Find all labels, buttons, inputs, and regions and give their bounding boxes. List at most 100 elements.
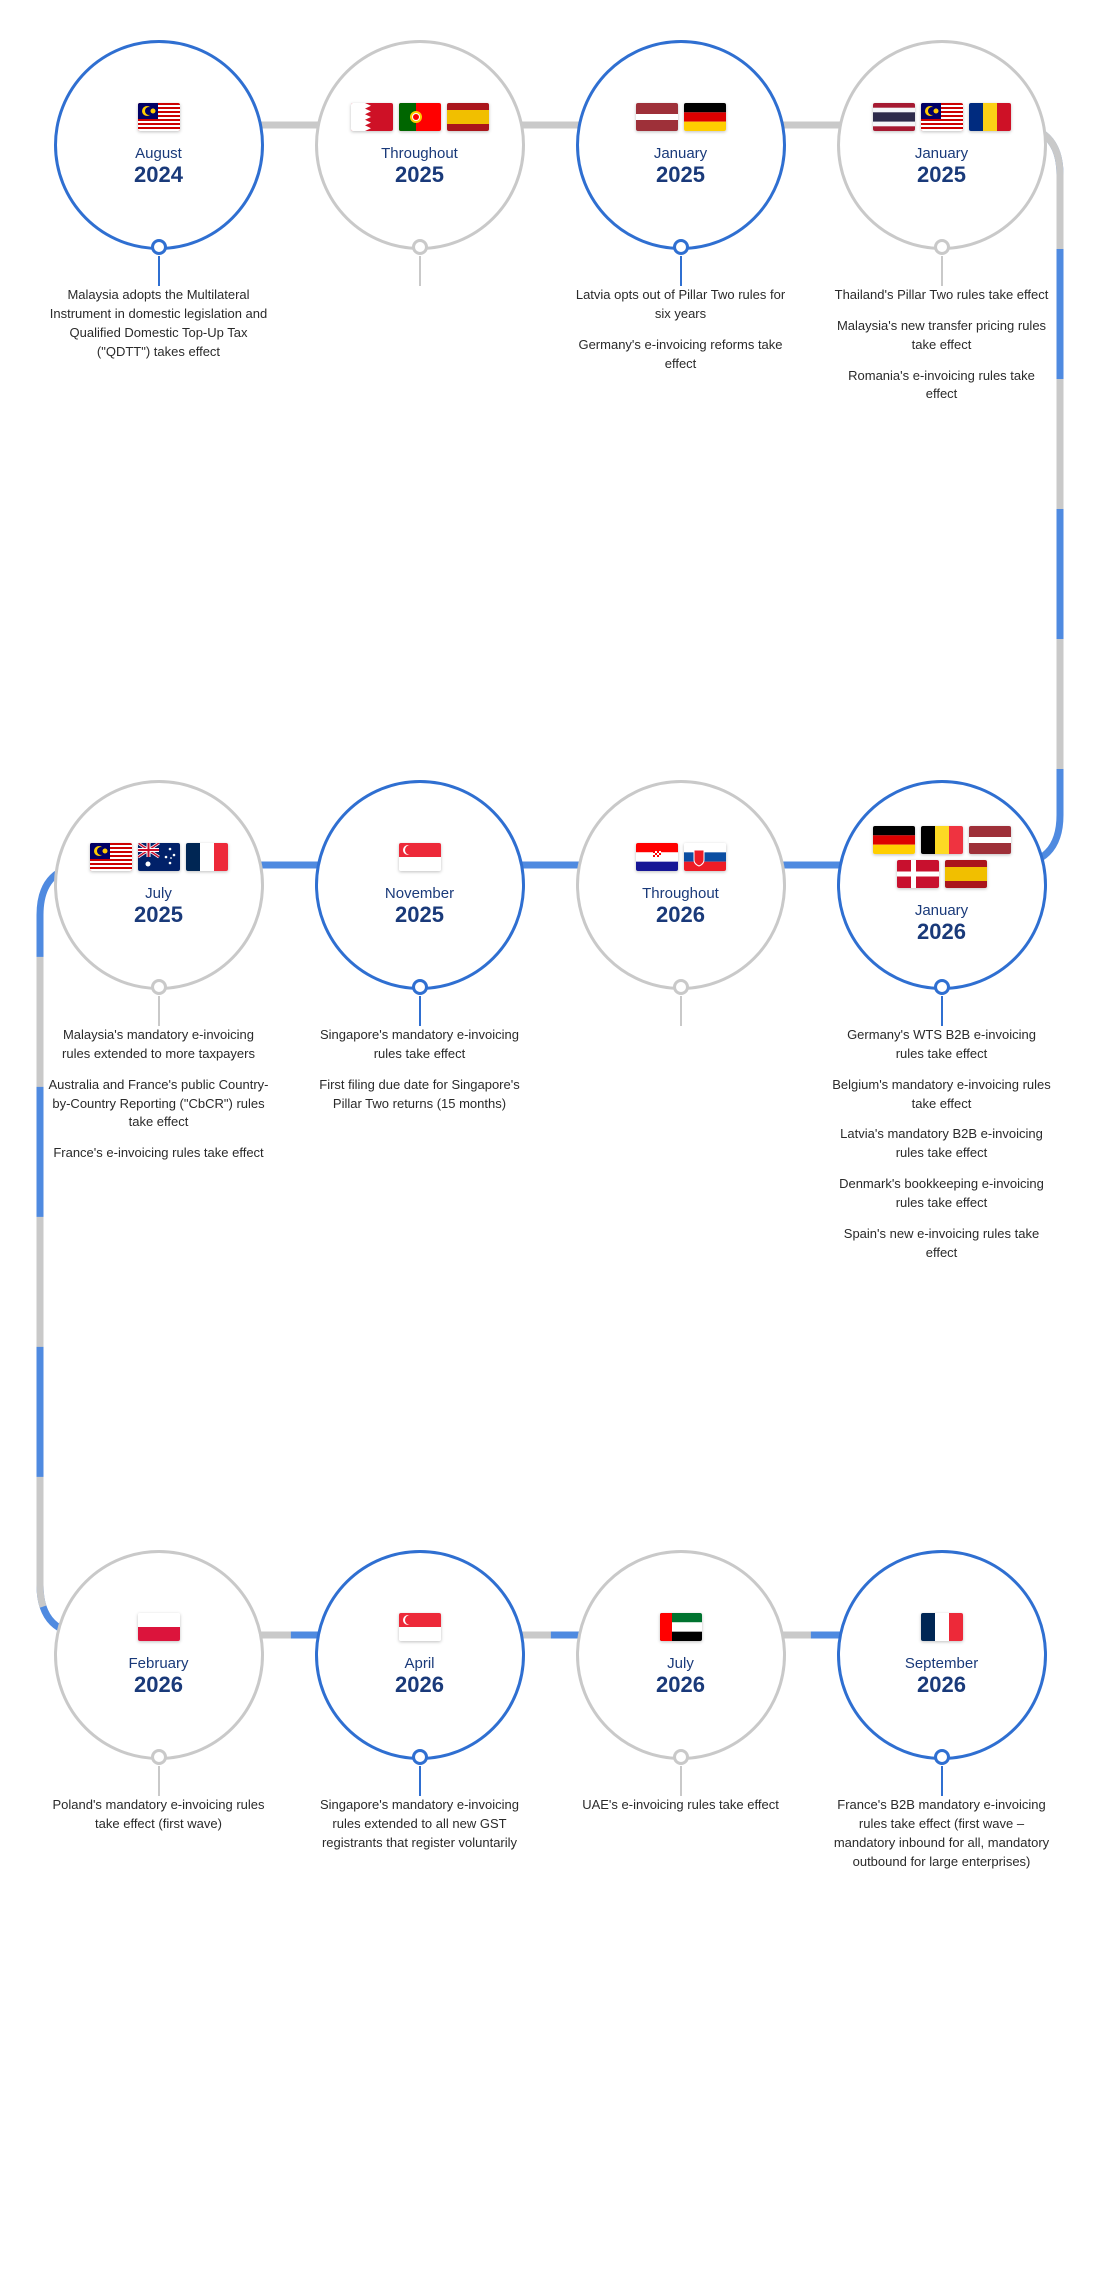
flag-group <box>867 826 1017 888</box>
timeline-year: 2025 <box>134 902 183 928</box>
timeline-stem <box>680 256 682 286</box>
timeline-month: January <box>654 145 707 162</box>
timeline-para: Belgium's mandatory e-invoicing rules ta… <box>832 1076 1052 1114</box>
flag-group <box>660 1613 702 1641</box>
flag-ae <box>660 1613 702 1641</box>
flag-ro <box>969 103 1011 131</box>
timeline-para: Malaysia's new transfer pricing rules ta… <box>832 317 1052 355</box>
flag-bh <box>351 103 393 131</box>
flag-lv <box>969 826 1011 854</box>
timeline-circle: Throughout 2026 <box>576 780 786 990</box>
timeline-item: July 2025 Malaysia's mandatory e-invoici… <box>40 780 277 1274</box>
timeline-stem <box>941 256 943 286</box>
timeline-circle: February 2026 <box>54 1550 264 1760</box>
timeline-description: Malaysia adopts the Multilateral Instrum… <box>49 286 269 373</box>
timeline-month: April <box>404 1655 434 1672</box>
timeline-stem <box>158 996 160 1026</box>
flag-fr <box>921 1613 963 1641</box>
timeline-description: Singapore's mandatory e-invoicing rules … <box>310 1026 530 1125</box>
timeline-circle: November 2025 <box>315 780 525 990</box>
timeline-para: Singapore's mandatory e-invoicing rules … <box>310 1026 530 1064</box>
timeline-item: January 2025 Latvia opts out of Pillar T… <box>562 40 799 416</box>
timeline-para: Latvia's mandatory B2B e-invoicing rules… <box>832 1125 1052 1163</box>
timeline-row: February 2026 Poland's mandatory e-invoi… <box>0 1530 1100 1883</box>
flag-be <box>921 826 963 854</box>
timeline-row: July 2025 Malaysia's mandatory e-invoici… <box>0 760 1100 1274</box>
flag-group <box>399 1613 441 1641</box>
timeline-month: Throughout <box>381 145 458 162</box>
flag-sg <box>399 843 441 871</box>
flag-my <box>90 843 132 871</box>
flag-es <box>447 103 489 131</box>
timeline-month: September <box>905 1655 978 1672</box>
flag-th <box>873 103 915 131</box>
timeline-stem <box>419 256 421 286</box>
flag-group <box>636 103 726 131</box>
timeline-description: Malaysia's mandatory e-invoicing rules e… <box>49 1026 269 1175</box>
timeline-item: November 2025 Singapore's mandatory e-in… <box>301 780 538 1274</box>
timeline-para: France's B2B mandatory e-invoicing rules… <box>832 1796 1052 1871</box>
timeline-item: Throughout 2025 <box>301 40 538 416</box>
timeline-year: 2026 <box>917 1672 966 1698</box>
timeline-year: 2025 <box>656 162 705 188</box>
timeline-circle: January 2026 <box>837 780 1047 990</box>
timeline-circle: Throughout 2025 <box>315 40 525 250</box>
flag-group <box>138 103 180 131</box>
timeline-para: Malaysia adopts the Multilateral Instrum… <box>49 286 269 361</box>
flag-group <box>636 843 726 871</box>
timeline-month: February <box>128 1655 188 1672</box>
timeline-year: 2026 <box>395 1672 444 1698</box>
flag-group <box>921 1613 963 1641</box>
timeline-month: January <box>915 145 968 162</box>
timeline-year: 2024 <box>134 162 183 188</box>
timeline-para: Singapore's mandatory e-invoicing rules … <box>310 1796 530 1853</box>
timeline-para: Romania's e-invoicing rules take effect <box>832 367 1052 405</box>
timeline-item: September 2026 France's B2B mandatory e-… <box>823 1550 1060 1883</box>
timeline-item: January 2025 Thailand's Pillar Two rules… <box>823 40 1060 416</box>
flag-es <box>945 860 987 888</box>
timeline-month: July <box>667 1655 694 1672</box>
timeline-year: 2026 <box>656 1672 705 1698</box>
timeline-para: France's e-invoicing rules take effect <box>49 1144 269 1163</box>
flag-de <box>873 826 915 854</box>
flag-group <box>138 1613 180 1641</box>
flag-my <box>138 103 180 131</box>
timeline-description: Singapore's mandatory e-invoicing rules … <box>310 1796 530 1865</box>
timeline-stem <box>419 996 421 1026</box>
timeline-circle: April 2026 <box>315 1550 525 1760</box>
timeline-para: Malaysia's mandatory e-invoicing rules e… <box>49 1026 269 1064</box>
timeline-description: Latvia opts out of Pillar Two rules for … <box>571 286 791 385</box>
flag-pt <box>399 103 441 131</box>
timeline-stem <box>680 1766 682 1796</box>
flag-de <box>684 103 726 131</box>
timeline-para: Germany's WTS B2B e-invoicing rules take… <box>832 1026 1052 1064</box>
timeline-circle: September 2026 <box>837 1550 1047 1760</box>
timeline-para: Germany's e-invoicing reforms take effec… <box>571 336 791 374</box>
timeline-year: 2025 <box>395 162 444 188</box>
timeline-description: UAE's e-invoicing rules take effect <box>582 1796 779 1827</box>
timeline-row: August 2024 Malaysia adopts the Multilat… <box>0 20 1100 416</box>
flag-group <box>351 103 489 131</box>
timeline-circle: July 2025 <box>54 780 264 990</box>
timeline-month: August <box>135 145 182 162</box>
timeline-stem <box>158 1766 160 1796</box>
timeline-para: Australia and France's public Country-by… <box>49 1076 269 1133</box>
timeline-para: Denmark's bookkeeping e-invoicing rules … <box>832 1175 1052 1213</box>
timeline-item: August 2024 Malaysia adopts the Multilat… <box>40 40 277 416</box>
timeline-stem <box>941 996 943 1026</box>
flag-fr <box>186 843 228 871</box>
timeline-stem <box>419 1766 421 1796</box>
flag-group <box>90 843 228 871</box>
timeline-para: Poland's mandatory e-invoicing rules tak… <box>49 1796 269 1834</box>
timeline-item: January 2026 Germany's WTS B2B e-invoici… <box>823 780 1060 1274</box>
timeline-para: Thailand's Pillar Two rules take effect <box>832 286 1052 305</box>
timeline-description: France's B2B mandatory e-invoicing rules… <box>832 1796 1052 1883</box>
flag-my <box>921 103 963 131</box>
timeline-month: January <box>915 902 968 919</box>
flag-sk <box>684 843 726 871</box>
flag-group <box>873 103 1011 131</box>
timeline-stem <box>680 996 682 1026</box>
flag-group <box>399 843 441 871</box>
timeline-month: Throughout <box>642 885 719 902</box>
timeline-para: First filing due date for Singapore's Pi… <box>310 1076 530 1114</box>
